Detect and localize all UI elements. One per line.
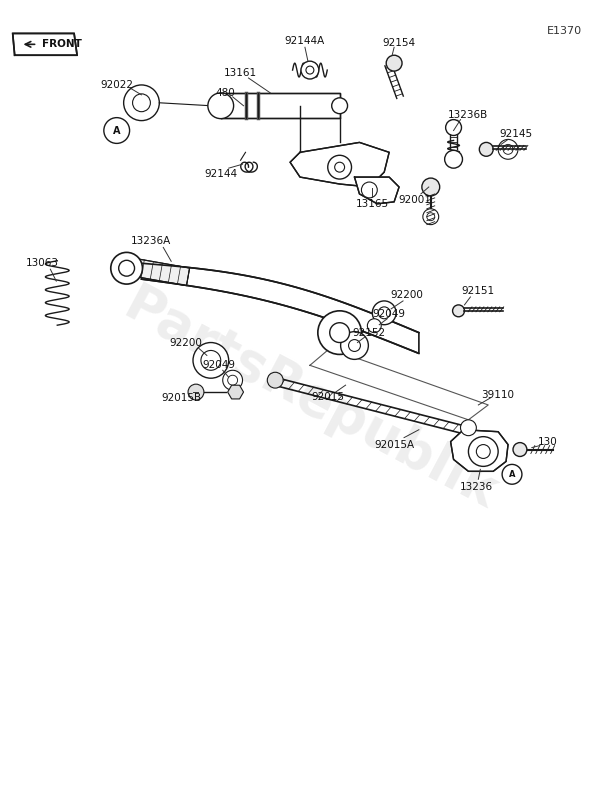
Text: 92001: 92001	[398, 195, 431, 205]
Text: 92049: 92049	[202, 360, 235, 370]
Text: 92144A: 92144A	[285, 36, 325, 46]
Circle shape	[498, 139, 518, 159]
Circle shape	[445, 150, 463, 168]
Circle shape	[479, 142, 493, 156]
Text: 13165: 13165	[356, 199, 389, 209]
Circle shape	[341, 332, 368, 359]
Circle shape	[318, 311, 361, 354]
Text: PartsRepublik: PartsRepublik	[114, 279, 506, 521]
Text: 92015B: 92015B	[161, 393, 201, 403]
Text: 92200: 92200	[170, 338, 203, 347]
Text: 13236A: 13236A	[131, 237, 172, 246]
Text: 13236B: 13236B	[448, 110, 488, 120]
Circle shape	[422, 178, 440, 196]
Circle shape	[227, 375, 238, 385]
Polygon shape	[290, 142, 389, 187]
Circle shape	[119, 260, 134, 276]
Circle shape	[513, 442, 527, 457]
Circle shape	[330, 322, 350, 342]
Text: 92152: 92152	[353, 328, 386, 338]
Text: 13063: 13063	[26, 258, 59, 268]
Circle shape	[188, 384, 204, 400]
Circle shape	[193, 342, 229, 378]
Text: 130: 130	[538, 437, 557, 446]
Text: A: A	[509, 470, 515, 479]
Text: 39110: 39110	[482, 390, 515, 400]
Circle shape	[124, 85, 160, 121]
Polygon shape	[227, 386, 244, 399]
Text: FRONT: FRONT	[43, 39, 82, 50]
Text: 92145: 92145	[499, 130, 533, 139]
Text: 92015A: 92015A	[374, 439, 414, 450]
Circle shape	[427, 213, 435, 221]
Circle shape	[202, 351, 220, 370]
Circle shape	[386, 55, 402, 71]
Text: 92200: 92200	[391, 290, 424, 300]
Text: 92144: 92144	[204, 169, 238, 179]
Circle shape	[378, 307, 390, 318]
Circle shape	[502, 464, 522, 484]
Polygon shape	[123, 257, 190, 286]
Polygon shape	[142, 263, 419, 354]
Circle shape	[452, 305, 464, 317]
Text: 13161: 13161	[224, 68, 257, 78]
Circle shape	[503, 144, 513, 154]
Circle shape	[335, 162, 344, 172]
Circle shape	[301, 61, 319, 79]
Circle shape	[469, 437, 498, 466]
Circle shape	[349, 339, 361, 351]
Polygon shape	[355, 177, 399, 204]
Circle shape	[361, 182, 377, 198]
Circle shape	[133, 94, 151, 112]
Circle shape	[446, 120, 461, 135]
Text: 92049: 92049	[373, 309, 406, 319]
Text: 480: 480	[216, 88, 236, 98]
Circle shape	[332, 98, 347, 114]
Text: E1370: E1370	[547, 26, 583, 35]
Circle shape	[104, 118, 130, 143]
Circle shape	[223, 370, 242, 390]
Polygon shape	[451, 430, 508, 471]
Circle shape	[367, 318, 381, 333]
Text: 13236: 13236	[460, 482, 493, 492]
Circle shape	[373, 301, 396, 325]
Text: 92154: 92154	[383, 38, 416, 48]
Text: 92022: 92022	[100, 80, 133, 90]
Text: 92151: 92151	[462, 286, 495, 296]
Circle shape	[268, 372, 283, 388]
Polygon shape	[13, 34, 77, 55]
Polygon shape	[221, 93, 340, 118]
Text: 92015: 92015	[311, 392, 344, 402]
Circle shape	[476, 445, 490, 458]
Circle shape	[201, 350, 221, 370]
Circle shape	[328, 155, 352, 179]
Circle shape	[306, 66, 314, 74]
Text: A: A	[113, 126, 121, 135]
Circle shape	[208, 93, 233, 118]
Circle shape	[111, 252, 142, 284]
Circle shape	[461, 420, 476, 436]
Circle shape	[423, 209, 439, 225]
